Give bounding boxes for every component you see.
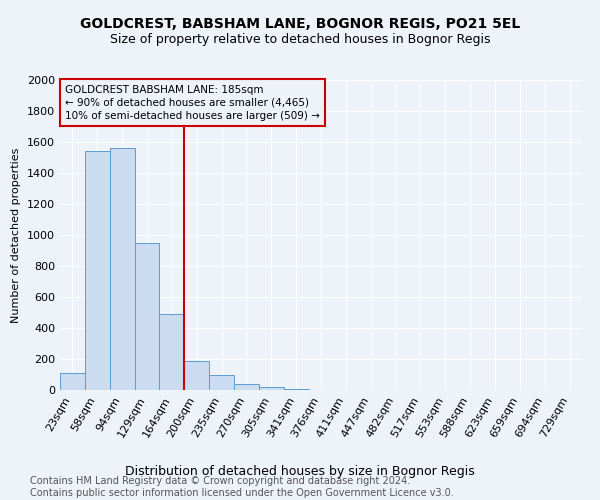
Text: GOLDCREST BABSHAM LANE: 185sqm
← 90% of detached houses are smaller (4,465)
10% : GOLDCREST BABSHAM LANE: 185sqm ← 90% of … <box>65 84 320 121</box>
Bar <box>284 389 308 390</box>
Bar <box>184 362 209 390</box>
Text: Distribution of detached houses by size in Bognor Regis: Distribution of detached houses by size … <box>125 464 475 477</box>
Bar <box>209 376 234 390</box>
Bar <box>134 243 160 390</box>
Bar <box>160 314 184 390</box>
Y-axis label: Number of detached properties: Number of detached properties <box>11 148 22 322</box>
Text: GOLDCREST, BABSHAM LANE, BOGNOR REGIS, PO21 5EL: GOLDCREST, BABSHAM LANE, BOGNOR REGIS, P… <box>80 18 520 32</box>
Bar <box>110 148 134 390</box>
Bar <box>234 384 259 390</box>
Text: Contains HM Land Registry data © Crown copyright and database right 2024.
Contai: Contains HM Land Registry data © Crown c… <box>30 476 454 498</box>
Bar <box>85 152 110 390</box>
Text: Size of property relative to detached houses in Bognor Regis: Size of property relative to detached ho… <box>110 32 490 46</box>
Bar <box>259 387 284 390</box>
Bar <box>60 373 85 390</box>
